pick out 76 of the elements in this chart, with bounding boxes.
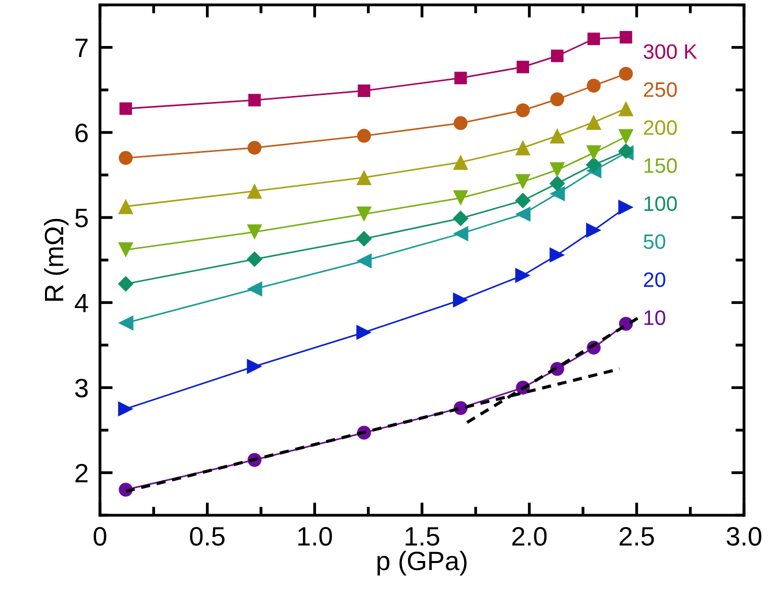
point: [618, 129, 634, 144]
point: [356, 230, 372, 247]
point: [118, 315, 134, 331]
point: [246, 184, 262, 199]
x-tick-label: 0.5: [190, 527, 225, 546]
point: [118, 242, 134, 258]
point: [550, 128, 565, 144]
x-tick-label: 3.0: [726, 527, 762, 546]
point: [618, 66, 633, 81]
point: [452, 190, 468, 206]
point: [246, 224, 262, 240]
point: [358, 84, 370, 98]
series-label: 300 K: [644, 44, 698, 59]
point: [550, 92, 564, 106]
point: [515, 206, 531, 222]
point: [452, 210, 468, 226]
point: [118, 401, 134, 417]
series-label: 200: [644, 120, 677, 135]
point: [454, 116, 468, 130]
y-tick-label: 6: [76, 124, 88, 142]
point: [356, 170, 372, 186]
point: [248, 140, 262, 155]
point: [586, 145, 602, 161]
point: [550, 162, 565, 178]
point: [587, 32, 600, 46]
point: [516, 103, 530, 118]
y-tick-label: 3: [75, 378, 88, 398]
point: [515, 268, 531, 283]
point: [550, 50, 564, 62]
x-tick-label: 2.0: [512, 527, 547, 546]
point: [356, 324, 372, 340]
point: [550, 247, 565, 263]
point: [586, 222, 602, 238]
y-tick-label: 7: [76, 38, 88, 57]
point: [586, 156, 602, 173]
point: [452, 226, 468, 242]
y-tick-label: 5: [75, 208, 88, 228]
series-label: 150: [644, 158, 677, 174]
series-label: 10: [644, 310, 666, 326]
point: [246, 251, 262, 268]
point: [357, 128, 371, 143]
point: [452, 292, 468, 308]
x-tick-label: 0: [94, 527, 106, 546]
point: [550, 186, 565, 202]
point: [515, 174, 531, 190]
point: [516, 60, 530, 74]
point: [118, 198, 134, 214]
point: [620, 30, 632, 44]
x-tick-label: 2.5: [620, 527, 654, 546]
point: [515, 192, 531, 208]
y-tick-label: 2: [76, 464, 88, 482]
point: [118, 276, 134, 292]
point: [246, 358, 262, 374]
point: [515, 140, 531, 156]
point: [586, 78, 601, 93]
point: [618, 101, 634, 116]
y-tick-label: 4: [74, 294, 88, 312]
text: 50: [644, 234, 666, 250]
series-label: 100: [644, 196, 677, 212]
x-tick-label: 1.5: [406, 527, 440, 546]
y-axis-title: R (mΩ): [44, 218, 69, 301]
point: [618, 200, 634, 215]
point: [586, 114, 602, 130]
point: [118, 151, 133, 165]
point: [248, 94, 261, 106]
point: [119, 102, 132, 115]
point: [356, 253, 372, 269]
text: 20: [644, 272, 666, 288]
series-label: 250: [644, 82, 677, 97]
point: [246, 281, 262, 297]
point: [356, 206, 372, 222]
point: [454, 72, 467, 84]
point: [452, 154, 468, 170]
x-axis-title: p (GPa): [378, 550, 467, 576]
point: [549, 176, 566, 192]
x-tick-label: 1.0: [298, 527, 332, 546]
